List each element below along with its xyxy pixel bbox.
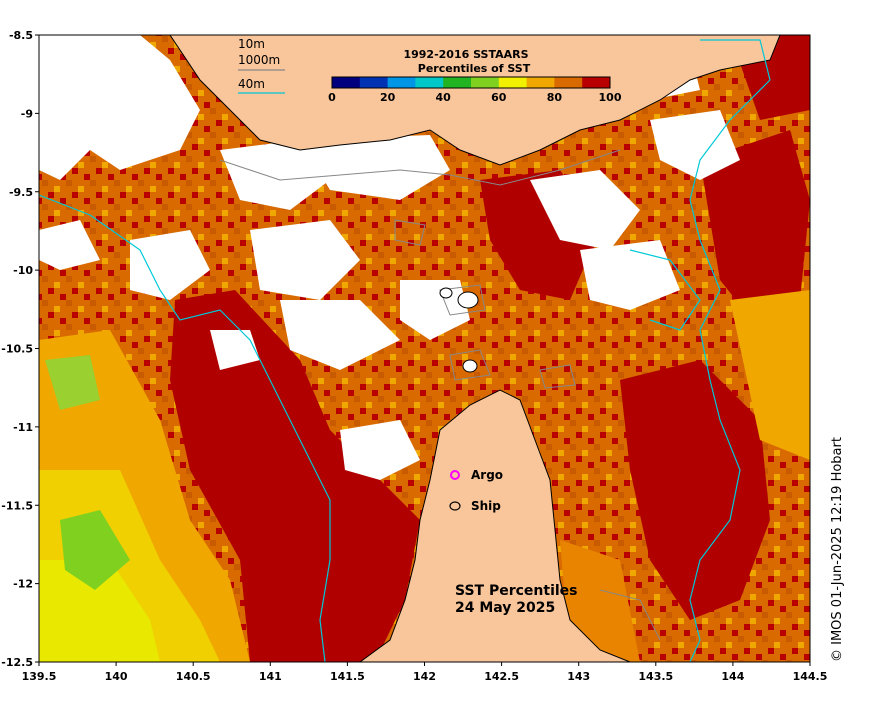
colorbar-swatch xyxy=(526,77,555,88)
colorbar-tick-label: 60 xyxy=(491,91,507,104)
contour-legend: 10m 1000m 40m xyxy=(238,37,285,94)
colorbar-tick-label: 20 xyxy=(380,91,396,104)
colorbar-swatch xyxy=(471,77,500,88)
map-date: 24 May 2025 xyxy=(455,600,555,616)
colorbar-swatch xyxy=(359,77,389,88)
x-tick-label: 142 xyxy=(413,670,436,683)
x-tick-label: 143.5 xyxy=(638,670,673,683)
copyright-text: © IMOS 01-Jun-2025 12:19 Hobart xyxy=(830,437,845,662)
colorbar-outline xyxy=(331,76,611,89)
colorbar-title-line1: 1992-2016 SSTAARS xyxy=(403,48,528,61)
map-title: SST Percentiles xyxy=(455,583,578,599)
y-tick-label: -9 xyxy=(21,107,33,120)
colorbar-tick-label: 40 xyxy=(436,91,452,104)
x-tick-label: 140 xyxy=(105,670,128,683)
argo-label: Argo xyxy=(471,468,503,482)
colorbar-swatch xyxy=(498,77,528,88)
colorbar-tick-label: 0 xyxy=(328,91,336,104)
land-new-guinea xyxy=(169,35,781,166)
colorbar-tick-label: 100 xyxy=(599,91,622,104)
x-tick-label: 142.5 xyxy=(484,670,519,683)
ship-label: Ship xyxy=(471,499,501,513)
colorbar-swatch xyxy=(415,77,444,88)
contour-40m xyxy=(39,39,771,662)
low-percentile-zones xyxy=(39,290,810,662)
legend-1000m-label: 1000m xyxy=(238,53,280,67)
x-tick-label: 143 xyxy=(567,670,590,683)
x-axis-ticks: 139.5 140 140.5 141 141.5 142 142.5 143 143.5 144… xyxy=(22,662,828,683)
colorbar-swatch xyxy=(387,77,416,88)
y-tick-label: -8.5 xyxy=(9,29,33,42)
y-tick-label: -9.5 xyxy=(9,186,33,199)
y-tick-label: -12 xyxy=(13,578,33,591)
y-axis-ticks: -8.5 -9 -9.5 -10 -10.5 -11 -11.5 -12 -12.5 xyxy=(1,29,39,669)
colorbar-swatch xyxy=(443,77,472,88)
marker-legend: Argo Ship xyxy=(449,468,503,513)
x-tick-label: 139.5 xyxy=(22,670,57,683)
colorbar-title-line2: Percentiles of SST xyxy=(418,62,531,75)
colorbar-swatches xyxy=(332,77,611,88)
y-tick-label: -11 xyxy=(13,421,33,434)
islands xyxy=(439,287,479,373)
y-tick-label: -11.5 xyxy=(1,499,33,512)
colorbar-tick-label: 80 xyxy=(547,91,563,104)
ship-marker-icon xyxy=(449,501,461,511)
map-plot-area xyxy=(39,35,810,662)
legend-10m-label: 10m xyxy=(238,37,265,51)
colorbar-swatch xyxy=(554,77,583,88)
contour-10m xyxy=(219,149,661,641)
missing-data-areas xyxy=(39,35,740,480)
land-cape-york xyxy=(359,389,631,662)
colorbar-swatch xyxy=(332,77,361,88)
x-tick-label: 144 xyxy=(721,670,744,683)
y-tick-label: -10 xyxy=(13,264,33,277)
colorbar-ticks: 0 20 40 60 80 100 xyxy=(328,91,622,104)
argo-marker-icon xyxy=(450,470,460,480)
x-tick-label: 140.5 xyxy=(176,670,211,683)
x-tick-label: 141 xyxy=(259,670,282,683)
y-tick-label: -12.5 xyxy=(1,656,33,669)
colorbar-swatch xyxy=(582,77,611,88)
legend-40m-label: 40m xyxy=(238,77,265,91)
colorbar: 1992-2016 SSTAARS Percentiles of SST 0 20… xyxy=(328,48,622,104)
x-tick-label: 144.5 xyxy=(793,670,828,683)
x-tick-label: 141.5 xyxy=(330,670,365,683)
y-tick-label: -10.5 xyxy=(1,343,33,356)
